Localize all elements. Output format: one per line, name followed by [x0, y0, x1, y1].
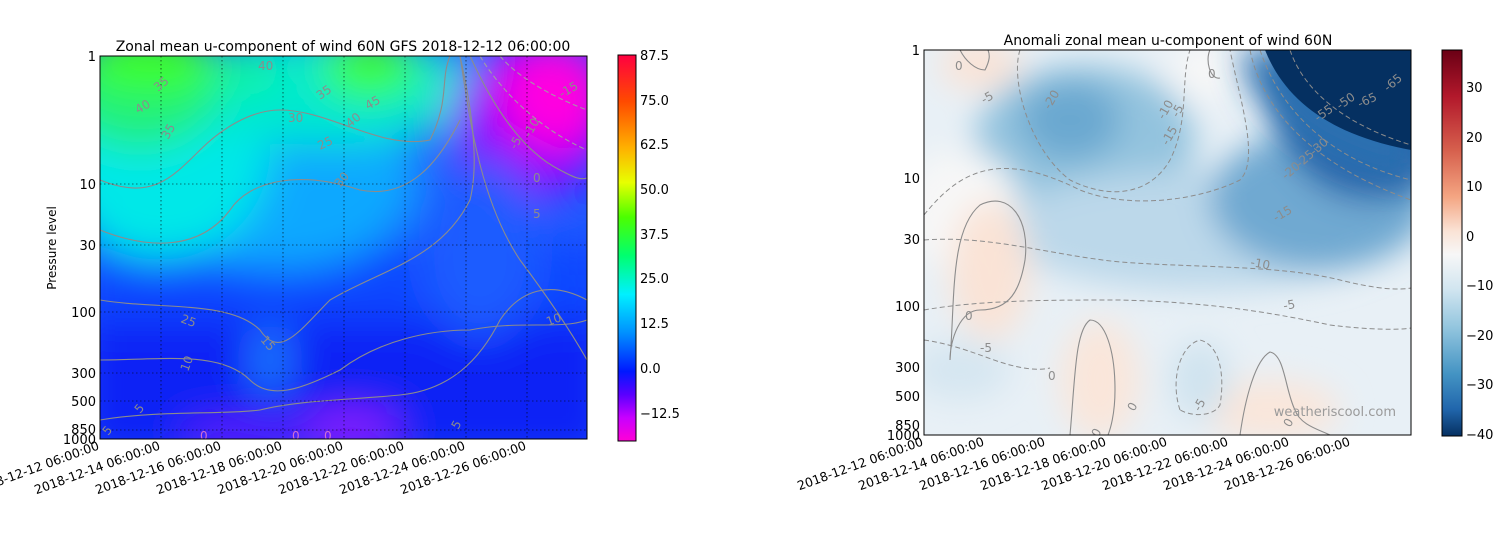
colorbar-tick-label: 62.5	[640, 138, 669, 153]
right-colorbar-bar	[1441, 49, 1463, 437]
left-contour-field: 40 40 35 35 30 35 45 40 25 30 25 15 10 5…	[100, 56, 587, 443]
y-tick-label: 850	[71, 423, 96, 438]
contour-label: 25	[179, 312, 198, 330]
contour-label: 40	[133, 97, 153, 117]
colorbar-tick-label: 0.0	[640, 362, 661, 377]
y-tick-label: 30	[79, 239, 96, 254]
contour-label: 5	[533, 207, 541, 221]
colorbar-tick-label: −12.5	[640, 407, 680, 422]
left-y-axis-label: Pressure level	[45, 206, 59, 290]
colorbar-tick-label: −40	[1466, 428, 1493, 443]
contour-label: 0	[533, 171, 541, 185]
contour-label: 0	[292, 429, 300, 443]
colorbar-tick-label: 30	[1466, 81, 1483, 96]
contour-label: 10	[178, 354, 196, 373]
right-contour-field: 0 0 -5 -5 -20 -10 -15 -5 -15 -10 -5 0 0 …	[924, 50, 1411, 440]
right-plot-frame	[923, 49, 1412, 436]
right-chart-title: Anomali zonal mean u-component of wind 6…	[1004, 33, 1333, 49]
contour-label: 25	[315, 134, 335, 153]
contour-label: 0	[955, 59, 963, 73]
contour-label: 0	[1088, 426, 1104, 440]
y-tick-label: 100	[71, 306, 96, 321]
colorbar-tick-label: 87.5	[640, 49, 669, 64]
y-tick-label: 500	[895, 390, 920, 405]
colorbar-tick-label: 25.0	[640, 272, 669, 287]
contour-label: 45	[363, 93, 383, 113]
contour-label: 10	[544, 310, 563, 328]
colorbar-tick-label: −20	[1466, 329, 1493, 344]
y-tick-label: 100	[895, 300, 920, 315]
y-tick-label: 300	[71, 367, 96, 382]
colorbar-tick-label: 50.0	[640, 183, 669, 198]
left-plot-frame	[99, 55, 588, 440]
colorbar-tick-label: 37.5	[640, 228, 669, 243]
contour-label: 0	[1048, 369, 1056, 383]
left-colorbar-bar	[617, 54, 637, 442]
contour-label: -5	[1282, 297, 1296, 313]
right-colorbar: 30 20 10 0 −10 −20 −30 −40	[1441, 49, 1493, 443]
y-tick-label: 1	[88, 50, 96, 65]
y-tick-label: 10	[903, 172, 920, 187]
y-tick-label: 300	[895, 361, 920, 376]
colorbar-tick-label: 20	[1466, 131, 1483, 146]
right-chart: Anomali zonal mean u-component of wind 6…	[795, 33, 1493, 493]
left-chart-title: Zonal mean u-component of wind 60N GFS 2…	[116, 39, 571, 55]
contour-label: 40	[258, 59, 273, 73]
colorbar-tick-label: 0	[1466, 230, 1474, 245]
y-tick-label: 30	[903, 233, 920, 248]
contour-label: -10	[1249, 255, 1271, 272]
contour-label: -5	[980, 341, 992, 355]
left-colorbar: 87.5 75.0 62.5 50.0 37.5 25.0 12.5 0.0 −…	[617, 49, 680, 442]
contour-label: 0	[324, 429, 332, 443]
y-tick-label: 850	[895, 419, 920, 434]
y-tick-label: 1000	[63, 433, 96, 448]
y-tick-label: 1000	[887, 429, 920, 444]
y-tick-label: 1	[912, 44, 920, 59]
contour-label: 0	[200, 429, 208, 443]
colorbar-tick-label: 75.0	[640, 94, 669, 109]
contour-label: 35	[158, 121, 178, 141]
colorbar-tick-label: −30	[1466, 378, 1493, 393]
colorbar-tick-label: 10	[1466, 180, 1483, 195]
left-chart: Zonal mean u-component of wind 60N GFS 2…	[0, 39, 680, 497]
y-tick-label: 10	[79, 178, 96, 193]
colorbar-tick-label: 12.5	[640, 317, 669, 332]
colorbar-tick-label: −10	[1466, 279, 1493, 294]
contour-label: 30	[288, 111, 303, 125]
contour-label: 0	[965, 309, 973, 323]
watermark: weatheriscool.com	[1274, 405, 1396, 420]
y-tick-label: 500	[71, 395, 96, 410]
contour-label: 0	[1208, 67, 1216, 81]
